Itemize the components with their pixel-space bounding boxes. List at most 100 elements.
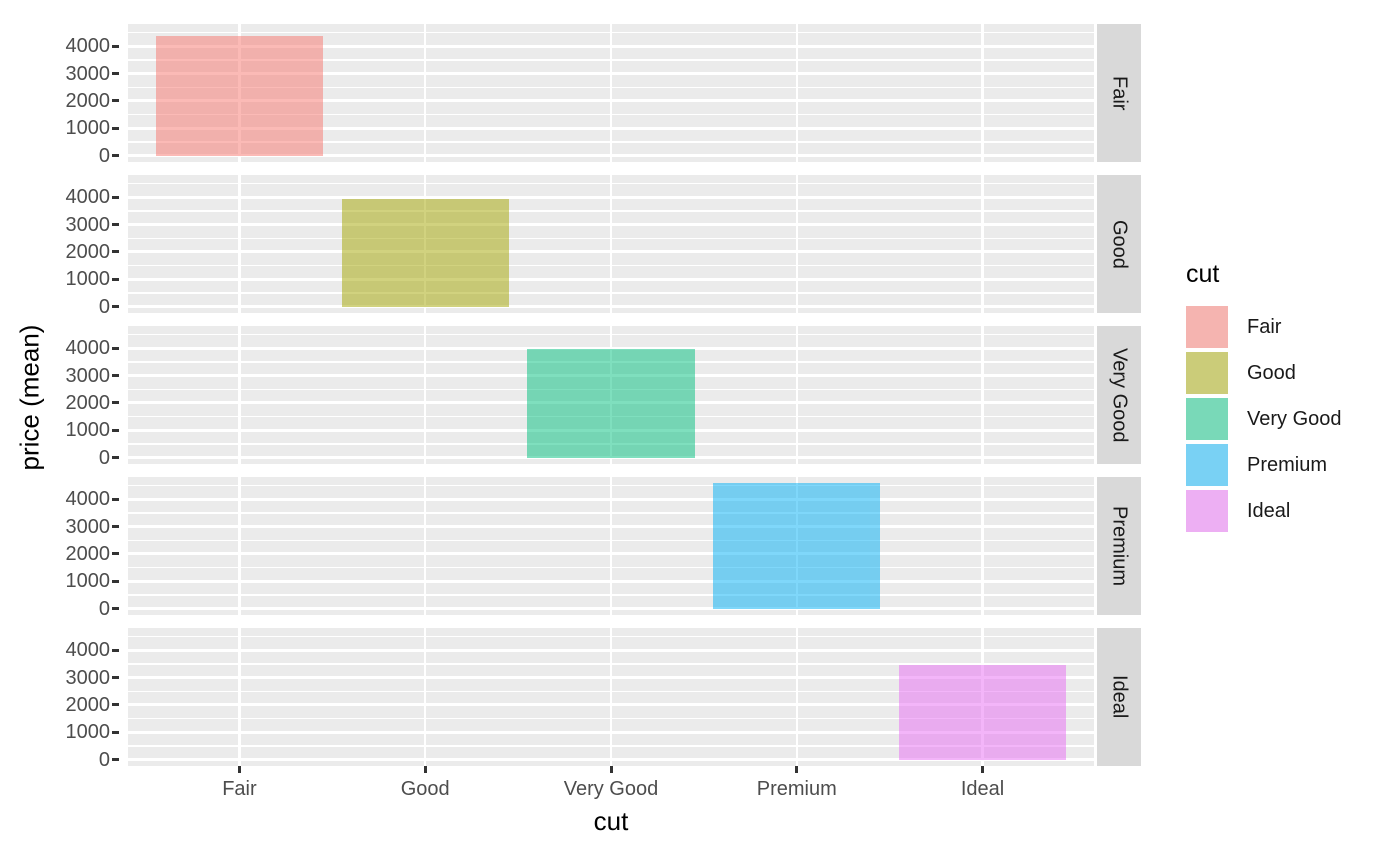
gridline-major-v: [609, 175, 613, 313]
y-tick-label: 3000: [65, 364, 111, 387]
y-tick-label: 0: [98, 597, 110, 620]
legend-label: Ideal: [1247, 499, 1291, 522]
facet-panel: [128, 326, 1094, 464]
y-tick-label: 0: [98, 295, 110, 318]
y-tick-mark: [112, 374, 119, 378]
facet-strip-label: Premium: [1108, 505, 1131, 586]
gridline-major-v: [981, 24, 984, 162]
facet-strip: Fair: [1097, 24, 1141, 162]
bar: [713, 483, 881, 609]
legend-key: [1186, 444, 1228, 486]
y-tick-mark: [112, 99, 119, 103]
y-tick-label: 4000: [65, 639, 111, 662]
y-tick-label: 1000: [65, 117, 111, 140]
gridline-major-v: [981, 175, 984, 313]
gridline-major-v: [238, 175, 241, 313]
y-tick-mark: [112, 277, 119, 281]
legend-swatch: [1186, 490, 1228, 532]
legend-swatch: [1186, 444, 1228, 486]
y-tick-label: 4000: [65, 337, 111, 360]
x-tick-mark: [981, 766, 985, 773]
gridline-major-v: [795, 175, 799, 313]
legend-items: Fair Good Very Good Premium Ideal: [1186, 306, 1342, 532]
y-tick-label: 4000: [65, 186, 111, 209]
facet-panel: [128, 24, 1094, 162]
y-tick-label: 2000: [65, 89, 111, 112]
y-tick-label: 2000: [65, 693, 111, 716]
y-tick-label: 1000: [65, 268, 111, 291]
facet-strip-label: Ideal: [1108, 675, 1131, 719]
y-tick-label: 3000: [65, 515, 111, 538]
facet-strip-label: Fair: [1108, 75, 1131, 111]
legend-item: Very Good: [1186, 398, 1342, 440]
legend-key: [1186, 306, 1228, 348]
gridline-major-v: [609, 628, 613, 766]
y-tick-mark: [112, 579, 119, 583]
gridline-major-v: [423, 477, 427, 615]
y-tick-mark: [112, 607, 119, 611]
legend-key: [1186, 352, 1228, 394]
y-tick-label: 2000: [65, 240, 111, 263]
legend-key: [1186, 490, 1228, 532]
y-tick-label: 3000: [65, 213, 111, 236]
x-tick-mark: [423, 766, 427, 773]
y-tick-label: 3000: [65, 666, 111, 689]
x-tick-mark: [609, 766, 613, 773]
facet-panel: [128, 477, 1094, 615]
y-tick-label: 1000: [65, 570, 111, 593]
facet-strip: Premium: [1097, 477, 1141, 615]
gridline-major-v: [238, 326, 241, 464]
legend-label: Fair: [1247, 315, 1282, 338]
bar: [527, 348, 695, 458]
y-tick-mark: [112, 250, 119, 254]
y-tick-label: 1000: [65, 419, 111, 442]
x-tick-label: Premium: [756, 778, 837, 800]
y-tick-mark: [112, 456, 119, 460]
x-tick-label: Very Good: [563, 778, 659, 800]
gridline-major-v: [609, 477, 613, 615]
legend: cut Fair Good Very Good Premium Ideal: [1186, 260, 1342, 536]
legend-item: Good: [1186, 352, 1342, 394]
y-tick-mark: [112, 346, 119, 350]
x-tick-label: Ideal: [960, 778, 1005, 800]
y-tick-mark: [112, 223, 119, 227]
gridline-major-v: [795, 628, 799, 766]
y-tick-label: 4000: [65, 35, 111, 58]
y-tick-label: 4000: [65, 488, 111, 511]
y-tick-mark: [112, 525, 119, 529]
bar: [341, 199, 509, 307]
x-tick-mark: [237, 766, 241, 773]
gridline-major-v: [423, 24, 427, 162]
y-tick-label: 0: [98, 748, 110, 771]
legend-item: Premium: [1186, 444, 1342, 486]
y-tick-mark: [112, 72, 119, 76]
legend-item: Fair: [1186, 306, 1342, 348]
gridline-major-v: [609, 24, 613, 162]
y-tick-label: 0: [98, 446, 110, 469]
x-tick-mark: [795, 766, 799, 773]
legend-label: Good: [1247, 361, 1296, 384]
y-tick-mark: [112, 758, 119, 762]
y-tick-mark: [112, 676, 119, 680]
y-tick-mark: [112, 648, 119, 652]
y-tick-mark: [112, 305, 119, 309]
legend-label: Very Good: [1247, 407, 1342, 430]
x-tick-label: Fair: [222, 778, 257, 800]
facet-strip: Ideal: [1097, 628, 1141, 766]
legend-key: [1186, 398, 1228, 440]
y-tick-mark: [112, 428, 119, 432]
facet-panel: [128, 628, 1094, 766]
x-tick-label: Good: [400, 778, 450, 800]
y-tick-label: 1000: [65, 721, 111, 744]
bar: [898, 665, 1067, 760]
bar: [155, 36, 324, 156]
facet-strip-label: Very Good: [1108, 347, 1131, 443]
legend-swatch: [1186, 352, 1228, 394]
gridline-major-v: [238, 628, 241, 766]
y-tick-mark: [112, 497, 119, 501]
y-tick-label: 3000: [65, 62, 111, 85]
y-tick-label: 0: [98, 144, 110, 167]
facet-strip: Good: [1097, 175, 1141, 313]
gridline-major-v: [423, 628, 427, 766]
